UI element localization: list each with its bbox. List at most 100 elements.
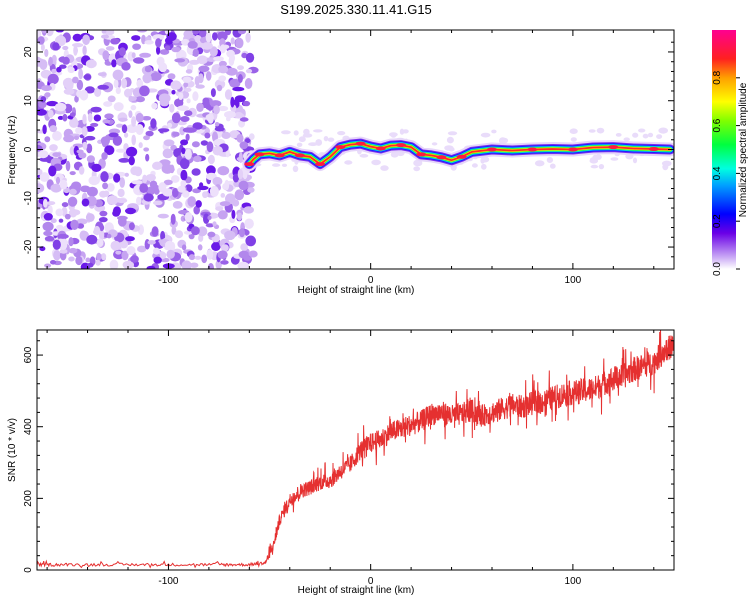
ridge-halo-blob [327, 137, 335, 142]
noise-blob [191, 226, 200, 236]
noise-blob [193, 155, 202, 163]
noise-blob [239, 117, 249, 122]
noise-blob [38, 150, 49, 159]
noise-blob [43, 230, 53, 236]
noise-blob [42, 124, 47, 135]
noise-blob [83, 74, 92, 80]
ridge-halo-blob [590, 164, 599, 169]
noise-blob [245, 68, 253, 74]
noise-blob [81, 198, 90, 207]
noise-blob [145, 153, 150, 162]
noise-blob [217, 210, 228, 220]
noise-blob [245, 32, 251, 43]
noise-blob [87, 113, 93, 123]
noise-blob [218, 75, 227, 82]
noise-blob [206, 141, 214, 153]
noise-blob [39, 172, 50, 182]
noise-blob [130, 166, 140, 176]
noise-blob [53, 250, 61, 261]
noise-blob [128, 96, 137, 101]
ridge-halo-blob [632, 132, 639, 138]
noise-blob [138, 142, 143, 149]
noise-blob [166, 32, 177, 42]
noise-blob [191, 168, 201, 176]
noise-blob [234, 189, 245, 201]
noise-blob [217, 250, 228, 259]
noise-blob [131, 180, 143, 185]
noise-blob [181, 244, 187, 251]
snr-xtick-label: -100 [158, 576, 178, 587]
ridge-halo-blob [491, 129, 497, 134]
noise-blob [242, 100, 251, 107]
noise-blob [69, 112, 76, 117]
noise-blob [90, 122, 99, 127]
noise-blob [139, 85, 150, 97]
noise-blob [192, 122, 203, 130]
noise-blob [189, 262, 199, 268]
noise-blob [205, 71, 212, 81]
noise-blob [126, 124, 138, 134]
noise-blob [96, 238, 104, 247]
noise-blob [62, 56, 70, 65]
ridge-halo-blob [413, 166, 421, 172]
noise-blob [224, 111, 236, 119]
noise-blob [242, 168, 248, 180]
noise-blob [152, 34, 165, 41]
snr-ticks: -100 0 100 0 200 400 600 [23, 330, 674, 587]
noise-blob [86, 262, 94, 268]
noise-blob [48, 165, 57, 177]
colorbar-tick-label: 0.0 [712, 262, 723, 276]
noise-blob [158, 182, 167, 193]
noise-blob [125, 207, 136, 215]
noise-blob [68, 237, 74, 247]
ridge-halo-blob [359, 153, 369, 158]
noise-blob [55, 176, 61, 185]
noise-blob [44, 92, 51, 98]
noise-blob [180, 215, 186, 222]
ridge-peak [436, 155, 447, 160]
noise-blob [244, 138, 251, 144]
noise-blob [163, 179, 173, 185]
noise-blob [44, 263, 52, 268]
noise-blob [37, 183, 45, 193]
noise-blob [100, 171, 109, 183]
ridge-halo-blob [389, 132, 398, 137]
noise-blob [144, 40, 154, 45]
spectrogram-ytick-label: -10 [23, 191, 34, 206]
noise-blob [218, 60, 227, 68]
colorbar-tick-label: 0.4 [712, 166, 723, 180]
noise-blob [101, 253, 107, 261]
noise-blob [47, 205, 53, 215]
noise-blob [153, 184, 160, 195]
noise-blob [221, 131, 231, 139]
ridge-peak [335, 145, 346, 150]
ridge-halo-blob [292, 165, 299, 173]
noise-blob [76, 223, 85, 229]
noise-blob [214, 126, 225, 132]
noise-blob [239, 141, 249, 150]
noise-blob [50, 183, 62, 193]
noise-blob [238, 152, 243, 164]
noise-blob [124, 172, 129, 177]
noise-blob [103, 101, 113, 107]
noise-blob [115, 250, 122, 255]
ridge-peak [527, 147, 538, 152]
noise-blob [79, 230, 87, 239]
noise-blob [111, 59, 117, 68]
noise-blob [119, 177, 125, 188]
noise-blob [212, 32, 218, 41]
noise-blob [119, 240, 129, 249]
ridge-halo-blob [399, 128, 405, 135]
noise-blob [76, 149, 84, 154]
noise-blob [117, 216, 127, 227]
noise-blob [112, 135, 123, 146]
ridge-peak [648, 147, 659, 151]
noise-blob [81, 126, 88, 137]
noise-blob [171, 226, 177, 235]
noise-blob [215, 259, 222, 269]
noise-blob [72, 116, 78, 128]
colorbar-tick-label: 0.8 [712, 70, 723, 84]
noise-blob [68, 256, 75, 262]
noise-blob [184, 148, 192, 160]
